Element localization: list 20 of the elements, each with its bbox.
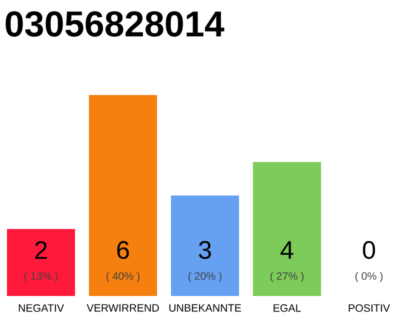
bar xyxy=(170,195,240,296)
annotation: ( 0% ) xyxy=(355,272,383,282)
data-label: 4 xyxy=(280,241,294,259)
bar xyxy=(88,95,158,296)
x-tick-label: NEGATIV xyxy=(18,304,64,312)
data-label: 6 xyxy=(117,241,129,259)
annotation: ( 20% ) xyxy=(188,272,222,282)
x-tick-label: EGAL xyxy=(274,304,301,312)
x-tick-label: POSITIV xyxy=(348,304,390,312)
annotation: ( 27% ) xyxy=(270,272,304,282)
annotation: ( 13% ) xyxy=(24,272,58,282)
data-label: 0 xyxy=(362,241,376,259)
x-tick-label: UNBEKANNTE xyxy=(169,304,241,312)
x-tick-label: VERWIRREND xyxy=(86,304,159,312)
data-label: 2 xyxy=(35,241,47,259)
annotation: ( 40% ) xyxy=(106,272,140,282)
bar xyxy=(252,162,322,296)
bar xyxy=(6,228,76,296)
chart-title: 03056828014 xyxy=(6,11,224,37)
data-label: 3 xyxy=(198,241,211,259)
